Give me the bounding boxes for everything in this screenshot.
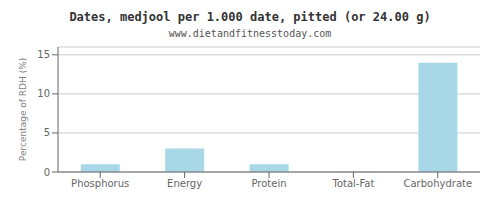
svg-text:5: 5 <box>44 127 50 138</box>
svg-text:Phosphorus: Phosphorus <box>71 178 129 189</box>
html-text:Dates, medjool per 1.000 date,: Dates, medjool per 1.000 date, pitted (o… <box>69 10 431 24</box>
svg-text:10: 10 <box>37 88 50 99</box>
svg-text:Carbohydrate: Carbohydrate <box>403 178 472 189</box>
svg-text:0: 0 <box>44 167 50 178</box>
svg-text:Total-Fat: Total-Fat <box>331 178 374 189</box>
svg-text:Energy: Energy <box>167 178 202 189</box>
svg-text:15: 15 <box>37 49 50 60</box>
svg-text:Protein: Protein <box>251 178 286 189</box>
html-text:www.dietandfitnesstoday.com: www.dietandfitnesstoday.com <box>168 28 332 39</box>
svg-text:Percentage of RDH (%): Percentage of RDH (%) <box>18 58 28 161</box>
